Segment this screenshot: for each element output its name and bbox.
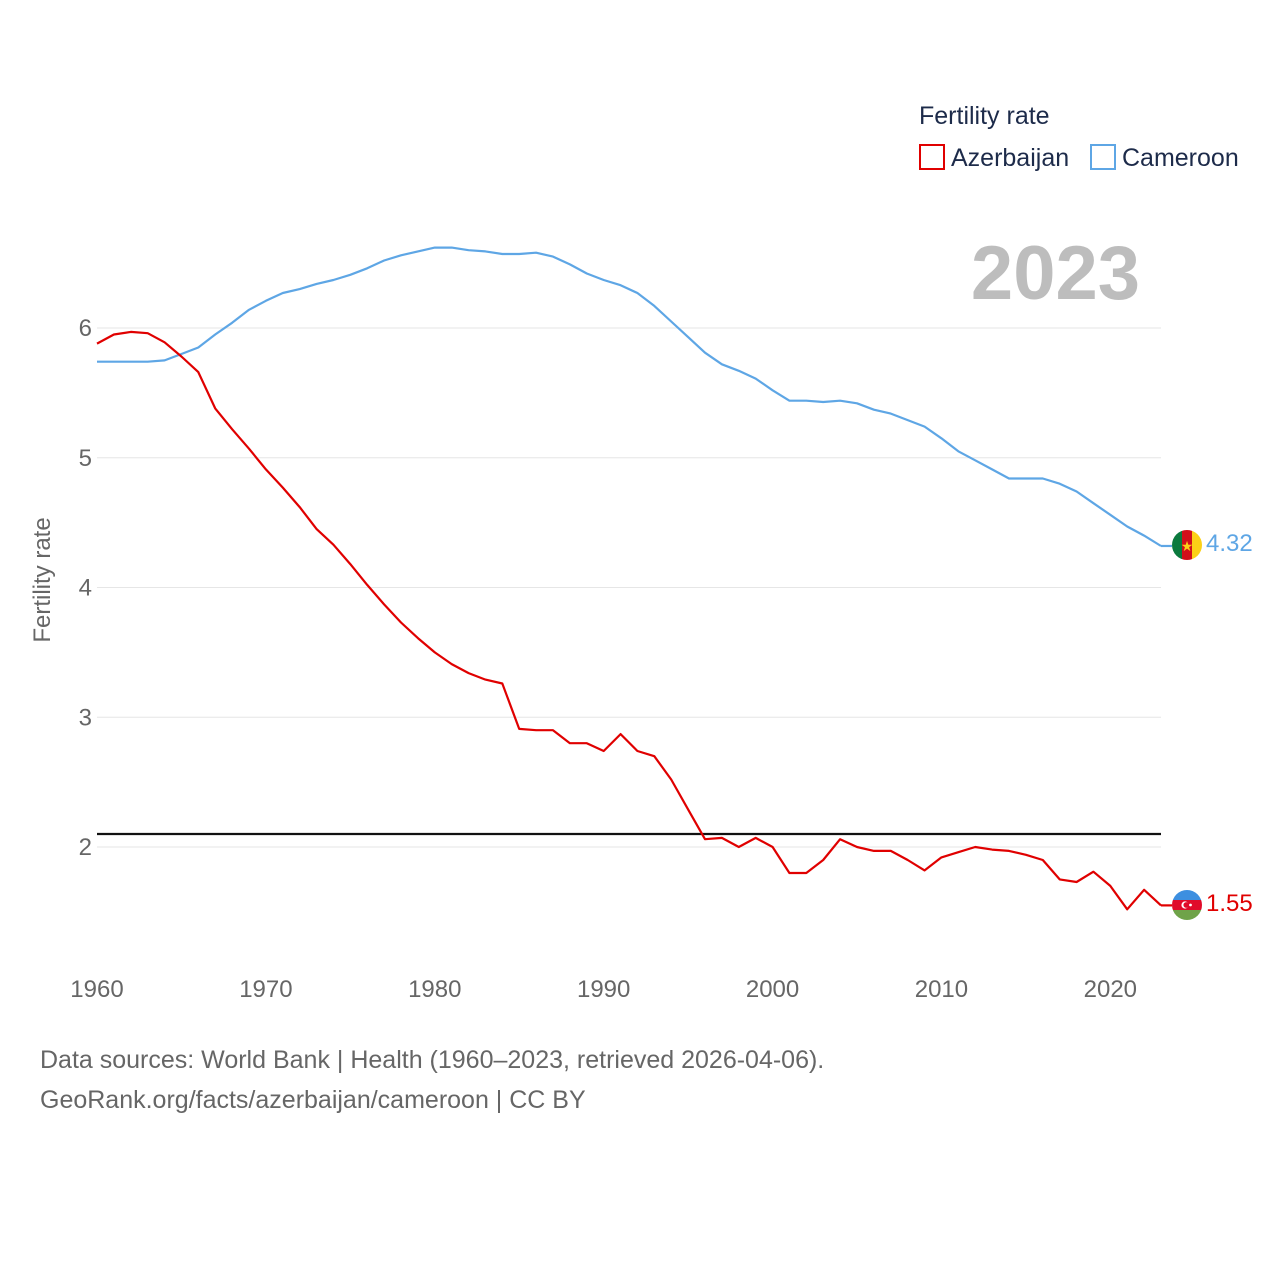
y-tick-label-4: 4 — [79, 575, 92, 602]
series-group — [96, 246, 1172, 911]
series-line-cameroon — [97, 246, 1162, 547]
x-tick-label-1990: 1990 — [577, 976, 630, 1003]
x-tick-label-2000: 2000 — [746, 976, 799, 1003]
y-axis-title: Fertility rate — [29, 517, 56, 642]
y-tick-label-6: 6 — [79, 315, 92, 342]
legend: Fertility rate Azerbaijan Cameroon — [919, 102, 1239, 172]
cameroon-flag: ★ — [1172, 530, 1202, 560]
chart-svg: 2 3 4 5 6 1960 1970 1980 1990 2000 2010 2020 Fertil… — [29, 102, 1253, 1003]
series-line-azerbaijan — [96, 330, 1162, 911]
azerbaijan-flag — [1172, 890, 1202, 920]
legend-label-azerbaijan: Azerbaijan — [951, 144, 1069, 172]
x-tick-label-2020: 2020 — [1084, 976, 1137, 1003]
legend-swatch-azerbaijan — [919, 144, 945, 170]
x-tick-label-2010: 2010 — [915, 976, 968, 1003]
source-note: Data sources: World Bank | Health (1960–… — [40, 1040, 824, 1120]
year-label: 2023 — [971, 231, 1140, 316]
y-tick-label-5: 5 — [79, 445, 92, 472]
x-tick-label-1960: 1960 — [70, 976, 123, 1003]
legend-label-cameroon: Cameroon — [1122, 144, 1239, 172]
grid — [97, 327, 1161, 848]
y-tick-label-2: 2 — [79, 834, 92, 861]
end-label-azerbaijan: 1.55 — [1206, 890, 1253, 917]
source-line-1: Data sources: World Bank | Health (1960–… — [40, 1046, 825, 1074]
x-tick-label-1980: 1980 — [408, 976, 461, 1003]
end-label-cameroon: 4.32 — [1206, 530, 1253, 557]
legend-swatch-cameroon — [1090, 144, 1116, 170]
svg-text:★: ★ — [1181, 538, 1194, 554]
tick-labels: 2 3 4 5 6 1960 1970 1980 1990 2000 2010 2020 — [70, 315, 1137, 1003]
source-line-2: GeoRank.org/facts/azerbaijan/cameroon | … — [40, 1086, 586, 1114]
x-tick-label-1970: 1970 — [239, 976, 292, 1003]
legend-title: Fertility rate — [919, 102, 1050, 130]
y-tick-label-3: 3 — [79, 704, 92, 731]
